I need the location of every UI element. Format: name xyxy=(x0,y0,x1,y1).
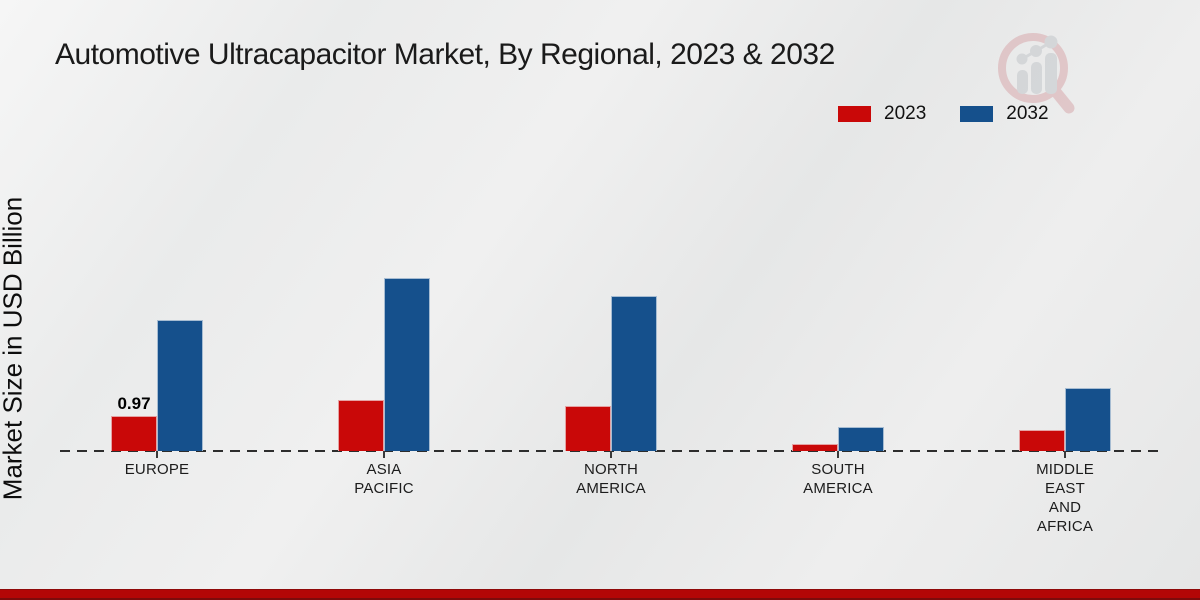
x-axis-tick-north-america xyxy=(610,451,612,458)
bar-2032-asia-pacific xyxy=(384,278,430,451)
x-axis-tick-asia-pacific xyxy=(383,451,385,458)
category-label-north-america: NORTH AMERICA xyxy=(576,461,646,497)
bar-2032-north-america xyxy=(611,296,657,451)
bar-2023-north-america xyxy=(565,406,611,451)
y-axis-label: Market Size in USD Billion xyxy=(0,196,28,501)
data-label-2023-europe: 0.97 xyxy=(117,394,151,413)
category-label-south-america: SOUTH AMERICA xyxy=(803,461,873,497)
category-label-middle-east-and-africa: MIDDLE EAST AND AFRICA xyxy=(1036,461,1094,535)
legend-label-2032: 2032 xyxy=(1006,103,1049,124)
bar-2023-asia-pacific xyxy=(338,400,384,451)
legend-item-2032: 2032 xyxy=(960,103,1049,125)
legend: 2023 2032 xyxy=(838,103,1049,125)
x-axis-tick-middle-east-and-africa xyxy=(1064,451,1066,458)
bar-2023-middle-east-and-africa xyxy=(1019,430,1065,451)
bar-2032-south-america xyxy=(838,427,884,451)
x-axis-tick-europe xyxy=(156,451,158,458)
chart-title: Automotive Ultracapacitor Market, By Reg… xyxy=(55,38,835,71)
category-label-europe: EUROPE xyxy=(124,461,190,478)
footer-accent-bar xyxy=(0,589,1200,600)
magnifier-chart-logo-icon xyxy=(998,33,1075,114)
legend-swatch-2023 xyxy=(838,106,871,122)
legend-swatch-2032 xyxy=(960,106,994,122)
bar-2032-middle-east-and-africa xyxy=(1065,388,1111,451)
bar-2032-europe xyxy=(157,320,203,451)
bar-2023-south-america xyxy=(792,444,838,451)
x-axis-tick-south-america xyxy=(837,451,839,458)
legend-item-2023: 2023 xyxy=(838,103,926,125)
x-axis-baseline xyxy=(60,450,1165,452)
bar-2023-europe xyxy=(111,416,157,451)
category-label-asia-pacific: ASIA PACIFIC xyxy=(354,461,414,497)
legend-label-2023: 2023 xyxy=(884,103,927,124)
